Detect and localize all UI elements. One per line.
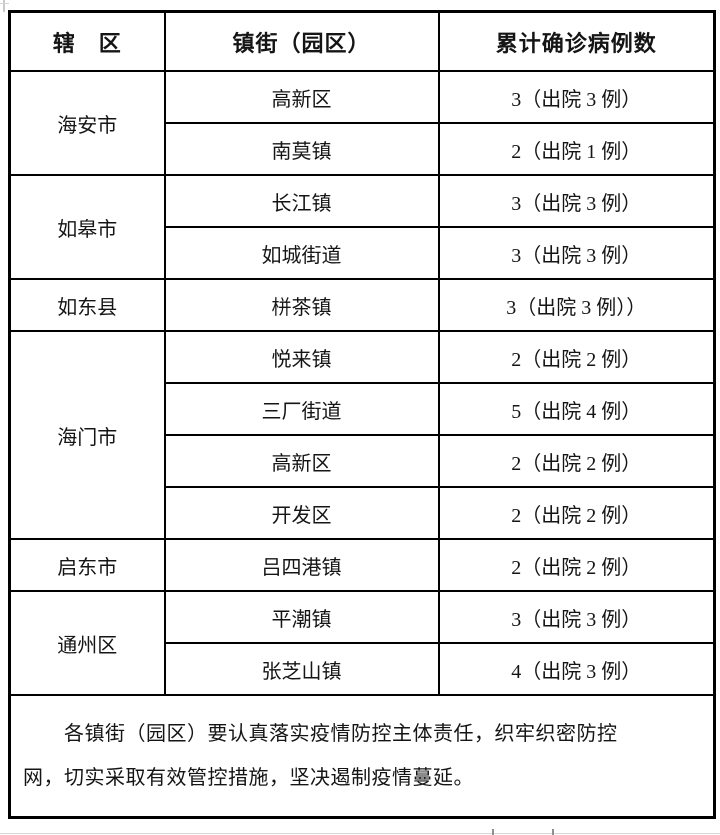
cases-cell: 2（出院 1 例） bbox=[437, 122, 716, 176]
cutoff-next-table-tick bbox=[552, 829, 554, 835]
cutoff-next-table-line bbox=[0, 833, 720, 834]
town-cell: 平潮镇 bbox=[163, 590, 440, 644]
cases-cell: 2（出院 2 例） bbox=[437, 330, 716, 384]
table-row: 通州区 平潮镇 3（出院 3 例） bbox=[8, 590, 716, 696]
region-cell-qidong: 启东市 bbox=[8, 538, 166, 592]
region-cell-haian: 海安市 bbox=[8, 70, 166, 176]
region-cell-rudong: 如东县 bbox=[8, 278, 166, 332]
region-cell-rugao: 如皋市 bbox=[8, 174, 166, 280]
cases-cell: 3（出院 3 例） bbox=[437, 70, 716, 124]
region-cell-tongzhou: 通州区 bbox=[8, 590, 166, 696]
cases-cell: 3（出院 3 例） bbox=[437, 590, 716, 644]
note-text: 各镇街（园区）要认真落实疫情防控主体责任，织牢织密防控 网，切实采取有效管控措施… bbox=[8, 694, 716, 819]
cases-cell: 2（出院 2 例） bbox=[437, 538, 716, 592]
covid-cases-table: 辖 区 镇街（园区） 累计确诊病例数 海安市 高新区 3（出院 3 例） 南莫镇… bbox=[8, 10, 716, 819]
scan-crop-mark bbox=[0, 3, 9, 4]
cutoff-next-table-tick bbox=[492, 829, 494, 835]
header-row: 辖 区 镇街（园区） 累计确诊病例数 bbox=[8, 10, 716, 72]
cases-cell: 2（出院 2 例） bbox=[437, 486, 716, 540]
town-cell: 南莫镇 bbox=[163, 122, 440, 176]
region-cell-haimen: 海门市 bbox=[8, 330, 166, 540]
town-cell: 张芝山镇 bbox=[163, 642, 440, 696]
cases-cell: 3（出院 3 例） bbox=[437, 226, 716, 280]
header-cases: 累计确诊病例数 bbox=[437, 10, 716, 72]
table-row: 启东市 吕四港镇 2（出院 2 例） bbox=[8, 538, 716, 592]
header-town: 镇街（园区） bbox=[163, 10, 440, 72]
table-row: 如城街道 3（出院 3 例） bbox=[10, 226, 716, 280]
town-cell: 悦来镇 bbox=[163, 330, 440, 384]
town-cell: 高新区 bbox=[163, 434, 440, 488]
table-row: 张芝山镇 4（出院 3 例） bbox=[10, 642, 716, 696]
table-row: 如东县 栟茶镇 3（出院 3 例）） bbox=[8, 278, 716, 332]
town-cell: 开发区 bbox=[163, 486, 440, 540]
table-row: 南莫镇 2（出院 1 例） bbox=[10, 122, 716, 176]
town-cell: 如城街道 bbox=[163, 226, 440, 280]
town-cell: 吕四港镇 bbox=[163, 538, 440, 592]
scan-crop-mark bbox=[3, 0, 5, 12]
town-cell: 长江镇 bbox=[163, 174, 440, 228]
table-row: 三厂街道 5（出院 4 例） bbox=[10, 382, 716, 436]
table-row: 开发区 2（出院 2 例） bbox=[10, 486, 716, 540]
cases-cell: 5（出院 4 例） bbox=[437, 382, 716, 436]
table-row: 海门市 悦来镇 2（出院 2 例） bbox=[8, 330, 716, 540]
note-row: 各镇街（园区）要认真落实疫情防控主体责任，织牢织密防控 网，切实采取有效管控措施… bbox=[8, 694, 716, 819]
table-row: 海安市 高新区 3（出院 3 例） bbox=[8, 70, 716, 176]
table-row: 高新区 2（出院 2 例） bbox=[10, 434, 716, 488]
header-region: 辖 区 bbox=[8, 10, 166, 72]
cases-cell: 4（出院 3 例） bbox=[437, 642, 716, 696]
cases-cell: 3（出院 3 例） bbox=[437, 174, 716, 228]
town-cell: 栟茶镇 bbox=[163, 278, 440, 332]
town-cell: 三厂街道 bbox=[163, 382, 440, 436]
table-row: 如皋市 长江镇 3（出院 3 例） bbox=[8, 174, 716, 280]
cases-cell: 2（出院 2 例） bbox=[437, 434, 716, 488]
cases-cell: 3（出院 3 例）） bbox=[437, 278, 716, 332]
town-cell: 高新区 bbox=[163, 70, 440, 124]
